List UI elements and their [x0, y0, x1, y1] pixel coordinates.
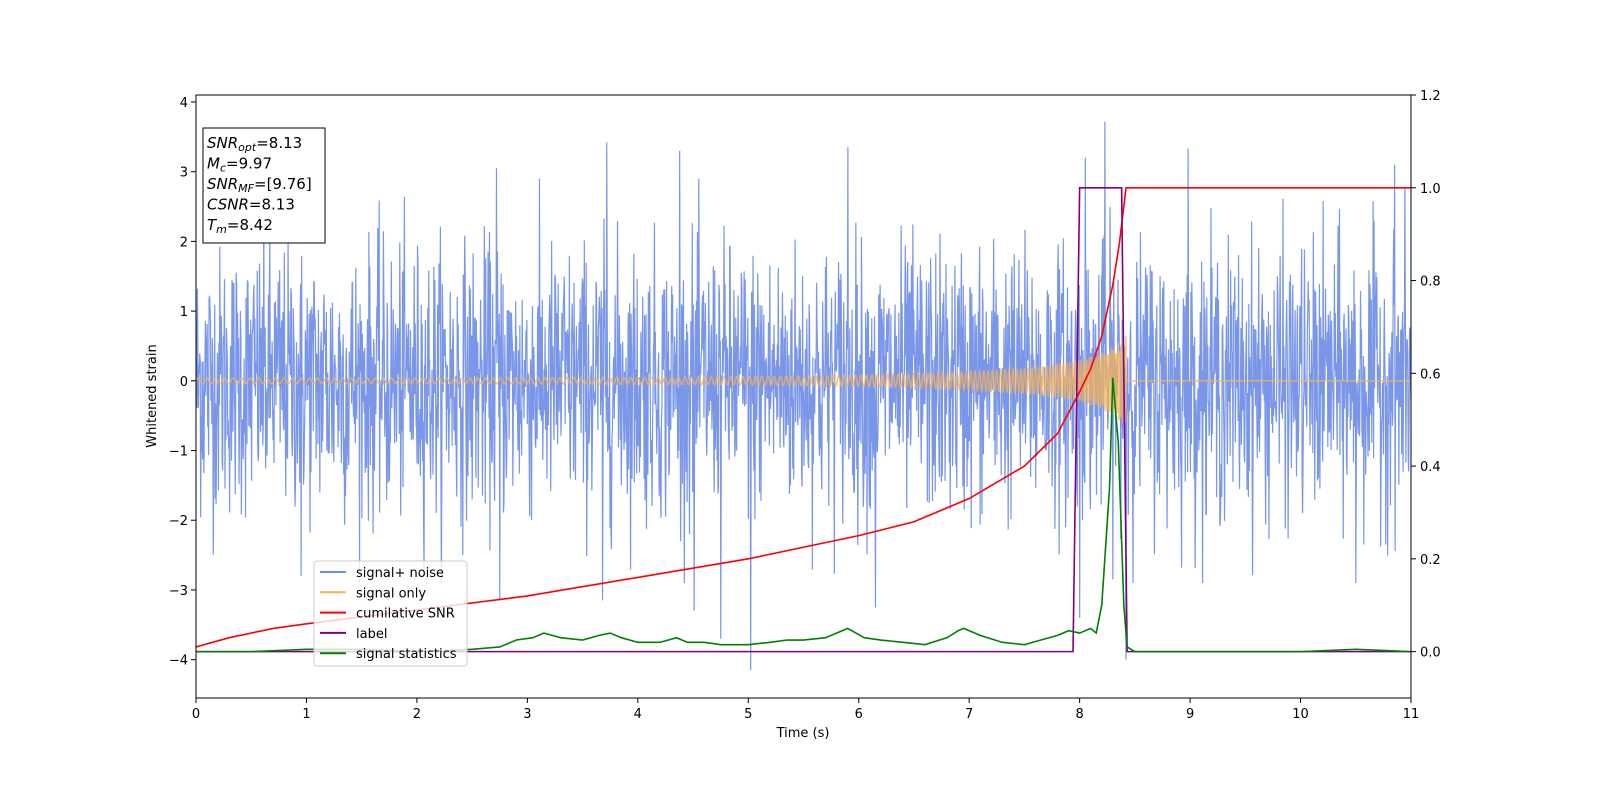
annotation-line: SNRopt=8.13 — [207, 134, 302, 154]
y-tick-label-left: −1 — [169, 445, 188, 460]
axes-layer: 0 1 2 3 4 5 6 7 8 9 10 1143210−1−2−3−41.21.00.80.60… — [169, 89, 1441, 722]
x-tick-label: 5 — [744, 707, 752, 722]
y-tick-label-left: 2 — [180, 235, 188, 250]
legend-entry: signal only — [356, 586, 426, 601]
x-tick-label: 8 — [1075, 707, 1083, 722]
x-tick-label: 0 — [192, 707, 200, 722]
legend-frame — [313, 560, 468, 667]
legend-entry: signal statistics — [356, 647, 457, 662]
annotation-line: Mc=9.97 — [207, 155, 272, 175]
x-axis-label: Time (s) — [776, 726, 830, 741]
y-tick-label-right: 0.6 — [1420, 367, 1441, 382]
y-tick-label-left: 0 — [180, 375, 188, 390]
series-line-1 — [196, 335, 1411, 424]
annotation-line: Tm=8.42 — [207, 216, 273, 236]
x-tick-label: 10 — [1292, 707, 1309, 722]
y-tick-label-left: −4 — [169, 654, 188, 669]
y-tick-label-right: 0.8 — [1420, 275, 1441, 290]
y-tick-label-left: −2 — [169, 514, 188, 529]
x-tick-label: 11 — [1403, 707, 1420, 722]
annotation-line: SNRMF=[9.76] — [207, 175, 312, 195]
plot-frame — [195, 94, 1412, 699]
y-tick-label-right: 0.0 — [1420, 646, 1441, 661]
annotation-line: CSNR=8.13 — [207, 196, 295, 214]
legend-entry: cumilative SNR — [356, 607, 455, 622]
y-tick-label-right: 1.0 — [1420, 182, 1441, 197]
x-tick-label: 4 — [634, 707, 642, 722]
y-tick-label-left: 3 — [180, 166, 188, 181]
x-tick-label: 2 — [413, 707, 421, 722]
annotation-frame — [202, 127, 326, 244]
x-tick-label: 1 — [302, 707, 310, 722]
x-tick-label: 7 — [965, 707, 973, 722]
y-tick-label-right: 0.2 — [1420, 553, 1441, 568]
series-line-4 — [196, 377, 1411, 653]
x-tick-label: 6 — [855, 707, 863, 722]
legend-entry: label — [356, 627, 387, 642]
legend-entry: signal+ noise — [356, 566, 444, 581]
y-tick-label-left: −3 — [169, 584, 188, 599]
x-tick-label: 3 — [523, 707, 531, 722]
y-tick-label-left: 1 — [180, 305, 188, 320]
legend: signal+ noise signal only cumilative SNR la… — [313, 560, 468, 667]
y-tick-label-right: 0.4 — [1420, 460, 1441, 475]
y-tick-label-left: 4 — [180, 96, 188, 111]
y-tick-label-right: 1.2 — [1420, 89, 1441, 104]
y-axis-label: Whitened strain — [145, 344, 160, 447]
series-line-0 — [196, 121, 1411, 671]
x-tick-label: 9 — [1186, 707, 1194, 722]
